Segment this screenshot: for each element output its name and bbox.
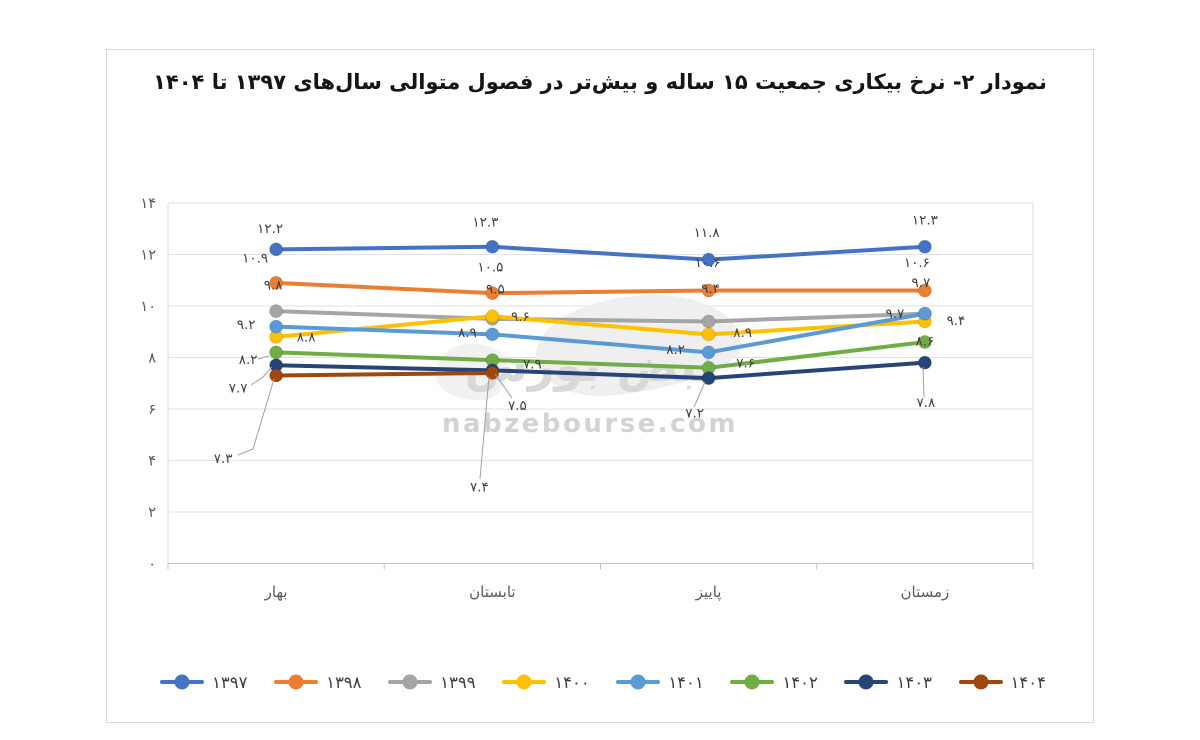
legend-marker-1400	[502, 674, 547, 690]
legend-marker-1398	[274, 674, 319, 690]
legend-label-1403: ۱۴۰۳	[896, 672, 932, 692]
legend-marker-1404	[958, 674, 1003, 690]
legend-marker-1403	[844, 674, 889, 690]
legend-label-1402: ۱۴۰۲	[782, 672, 818, 692]
chart-title: نمودار ۲- نرخ بیکاری جمعیت ۱۵ ساله و بیش…	[153, 70, 1047, 94]
legend-label-1398: ۱۳۹۸	[326, 672, 362, 692]
legend: ۱۳۹۷ ۱۳۹۸ ۱۳۹۹ ۱۴۰۰ ۱۴۰۱ ۱۴۰۲ ۱۴۰۳ ۱۴۰۴	[160, 666, 1046, 698]
legend-dot-1401	[630, 674, 646, 690]
legend-marker-1397	[160, 674, 204, 690]
legend-item-1399: ۱۳۹۹	[388, 672, 476, 692]
legend-dot-1400	[516, 674, 532, 690]
chart-card	[106, 49, 1094, 723]
legend-item-1397: ۱۳۹۷	[160, 673, 247, 692]
legend-item-1403: ۱۴۰۳	[844, 672, 932, 692]
legend-dot-1402	[744, 674, 760, 690]
legend-item-1402: ۱۴۰۲	[730, 672, 818, 692]
legend-dot-1399	[402, 674, 418, 690]
legend-item-1404: ۱۴۰۴	[958, 672, 1046, 692]
legend-marker-1399	[388, 674, 433, 690]
legend-label-1397: ۱۳۹۷	[212, 672, 248, 692]
legend-label-1399: ۱۳۹۹	[440, 672, 476, 692]
legend-item-1398: ۱۳۹۸	[274, 672, 362, 692]
legend-label-1401: ۱۴۰۱	[668, 672, 704, 692]
legend-dot-1404	[973, 674, 989, 690]
legend-dot-1398	[288, 674, 304, 690]
legend-marker-1402	[730, 674, 775, 690]
legend-item-1401: ۱۴۰۱	[616, 672, 704, 692]
legend-label-1404: ۱۴۰۴	[1010, 672, 1046, 692]
legend-label-1400: ۱۴۰۰	[554, 672, 590, 692]
legend-item-1400: ۱۴۰۰	[502, 672, 590, 692]
legend-marker-1401	[616, 674, 661, 690]
legend-dot-1397	[174, 674, 190, 690]
legend-dot-1403	[858, 674, 874, 690]
